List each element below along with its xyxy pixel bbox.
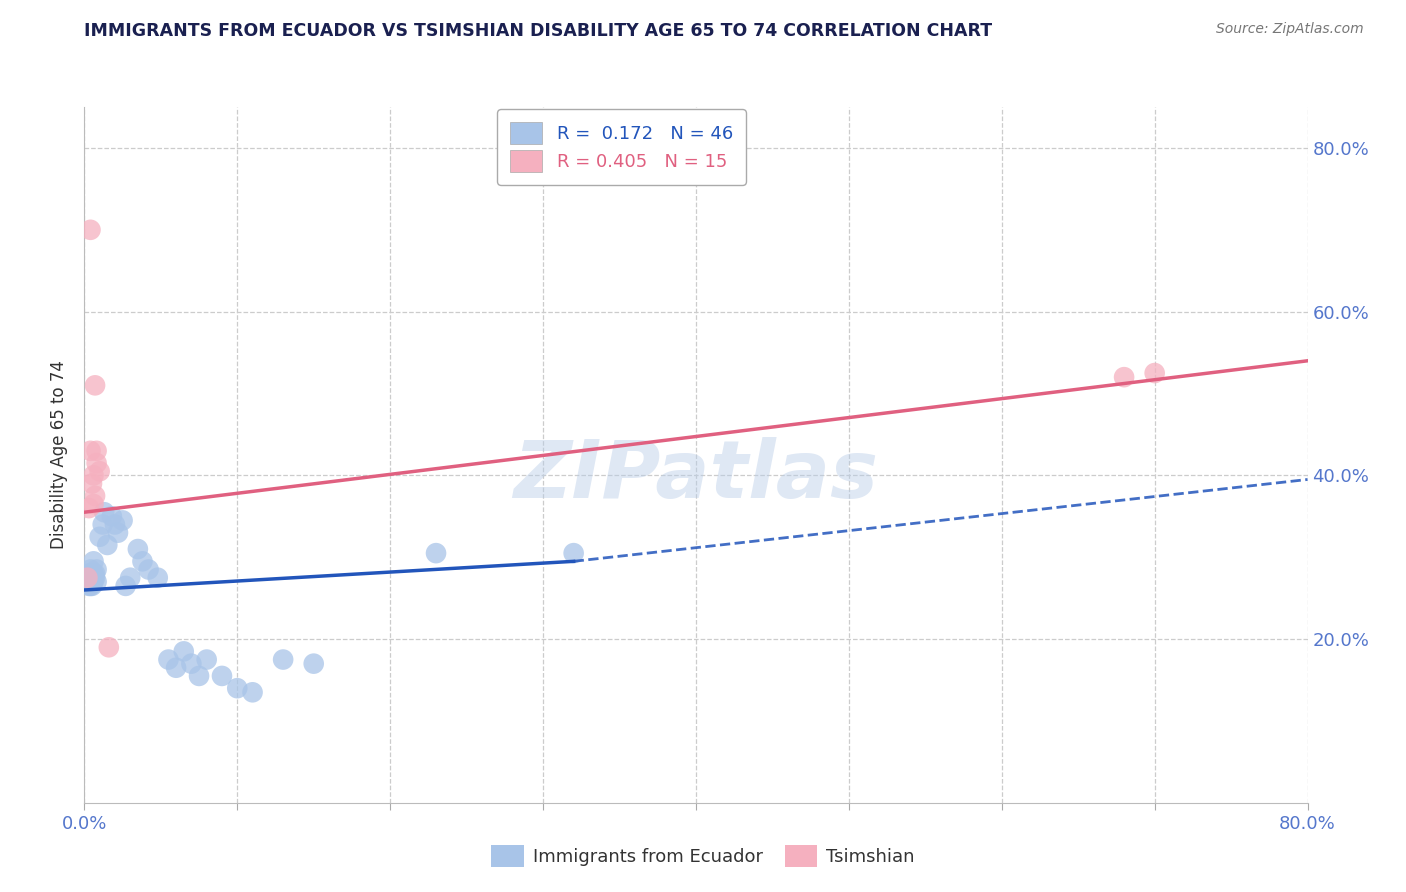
Point (1114, 370, 1136, 384)
Text: ZIPatlas: ZIPatlas (513, 437, 879, 515)
Point (77, 501, 100, 516)
Point (173, 644, 195, 658)
Point (114, 579, 136, 593)
Point (80, 574, 103, 589)
Point (111, 513, 134, 527)
Point (127, 542, 149, 557)
Point (89, 464, 111, 478)
Point (211, 669, 233, 683)
Point (83, 468, 105, 483)
Point (86, 443, 108, 458)
Point (96, 538, 118, 552)
Point (79, 443, 101, 458)
Point (86, 574, 108, 589)
Point (165, 661, 187, 675)
Point (86, 562, 108, 576)
Point (180, 657, 202, 671)
Point (120, 571, 142, 585)
Point (131, 554, 153, 568)
Point (97, 640, 120, 655)
Point (84, 489, 107, 503)
Point (76, 571, 98, 585)
Text: Source: ZipAtlas.com: Source: ZipAtlas.com (1216, 22, 1364, 37)
Point (146, 571, 169, 585)
Point (83, 574, 105, 589)
Point (79, 579, 101, 593)
Point (83, 554, 105, 568)
Point (425, 546, 447, 560)
Point (562, 546, 585, 560)
Point (138, 562, 160, 576)
Point (271, 652, 294, 666)
Point (79, 566, 101, 581)
Point (195, 652, 218, 666)
Point (79, 571, 101, 585)
Y-axis label: Disability Age 65 to 74: Disability Age 65 to 74 (51, 360, 69, 549)
Point (84, 566, 107, 581)
Point (80, 571, 103, 585)
Point (80, 476, 103, 491)
Point (84, 571, 107, 585)
Point (77, 566, 100, 581)
Point (83, 566, 105, 581)
Point (79, 574, 101, 589)
Point (77, 574, 100, 589)
Point (86, 456, 108, 470)
Point (107, 525, 129, 540)
Point (1143, 366, 1166, 380)
Point (101, 509, 124, 524)
Point (91, 517, 114, 532)
Legend: R =  0.172   N = 46, R = 0.405   N = 15: R = 0.172 N = 46, R = 0.405 N = 15 (498, 109, 745, 185)
Point (79, 223, 101, 237)
Point (77, 579, 100, 593)
Text: IMMIGRANTS FROM ECUADOR VS TSIMSHIAN DISABILITY AGE 65 TO 74 CORRELATION CHART: IMMIGRANTS FROM ECUADOR VS TSIMSHIAN DIS… (84, 22, 993, 40)
Point (84, 378, 107, 392)
Point (89, 530, 111, 544)
Point (83, 497, 105, 511)
Point (76, 571, 98, 585)
Point (302, 657, 325, 671)
Point (80, 579, 103, 593)
Point (104, 517, 127, 532)
Point (242, 685, 264, 699)
Point (79, 562, 101, 576)
Point (226, 681, 249, 696)
Point (188, 669, 211, 683)
Legend: Immigrants from Ecuador, Tsimshian: Immigrants from Ecuador, Tsimshian (484, 838, 922, 874)
Point (93, 505, 115, 519)
Point (157, 652, 180, 666)
